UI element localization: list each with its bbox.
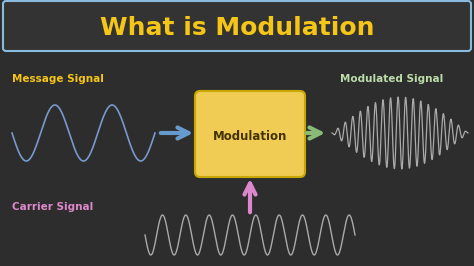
Text: Carrier Signal: Carrier Signal [12, 202, 93, 212]
FancyBboxPatch shape [195, 91, 305, 177]
FancyBboxPatch shape [3, 1, 471, 51]
Text: Message Signal: Message Signal [12, 74, 104, 84]
Text: What is Modulation: What is Modulation [100, 16, 374, 40]
Text: Modulation: Modulation [213, 130, 287, 143]
Text: Modulated Signal: Modulated Signal [340, 74, 443, 84]
